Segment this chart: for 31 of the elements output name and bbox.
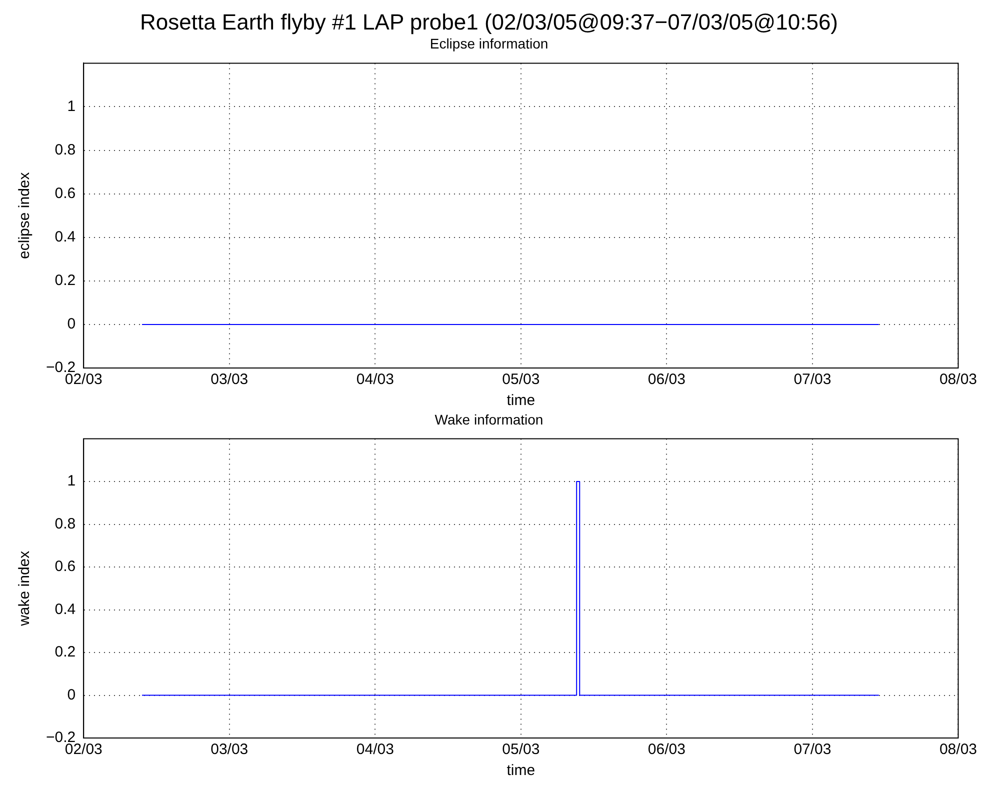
chart-title: Wake information: [434, 411, 544, 428]
y-tick-label: 0.2: [54, 644, 76, 661]
x-tick-label: 03/03: [210, 371, 248, 388]
x-tick-label: 05/03: [502, 371, 540, 388]
x-axis-title: time: [506, 762, 536, 780]
y-tick-label: 1: [67, 472, 76, 490]
y-tick-label: 0.4: [54, 228, 76, 246]
chart-subtitle: Eclipse information: [430, 36, 548, 52]
x-tick-label: 05/03: [502, 741, 540, 758]
x-tick-label: 06/03: [648, 741, 686, 758]
y-tick-label: 1: [67, 98, 76, 115]
y-tick-label: 0: [67, 316, 76, 333]
y-axis-title: eclipse index: [16, 172, 34, 259]
y-tick-label: 0.8: [54, 141, 76, 158]
y-tick-label: 0.2: [54, 272, 76, 290]
x-tick-label: 07/03: [794, 741, 832, 758]
y-tick-label: 0.4: [54, 600, 76, 618]
y-axis-title: wake index: [16, 550, 34, 627]
x-tick-label: 08/03: [939, 741, 978, 758]
chart-title: Rosetta Earth flyby #1 LAP probe1 (02/03/05@09:37−07/03/05@10:56): [140, 9, 838, 34]
x-tick-label: 08/03: [939, 371, 978, 388]
x-tick-label: 04/03: [356, 371, 394, 388]
y-tick-label: 0.6: [54, 558, 76, 576]
x-tick-label: 06/03: [648, 371, 686, 388]
x-axis-title: time: [506, 392, 536, 410]
x-tick-label: 03/03: [210, 741, 248, 758]
y-tick-label: 0: [67, 686, 76, 704]
y-tick-label: 0.6: [54, 184, 76, 202]
y-tick-label: 0.8: [54, 515, 76, 532]
x-tick-label: 04/03: [356, 741, 394, 758]
x-tick-label: 07/03: [794, 371, 832, 388]
